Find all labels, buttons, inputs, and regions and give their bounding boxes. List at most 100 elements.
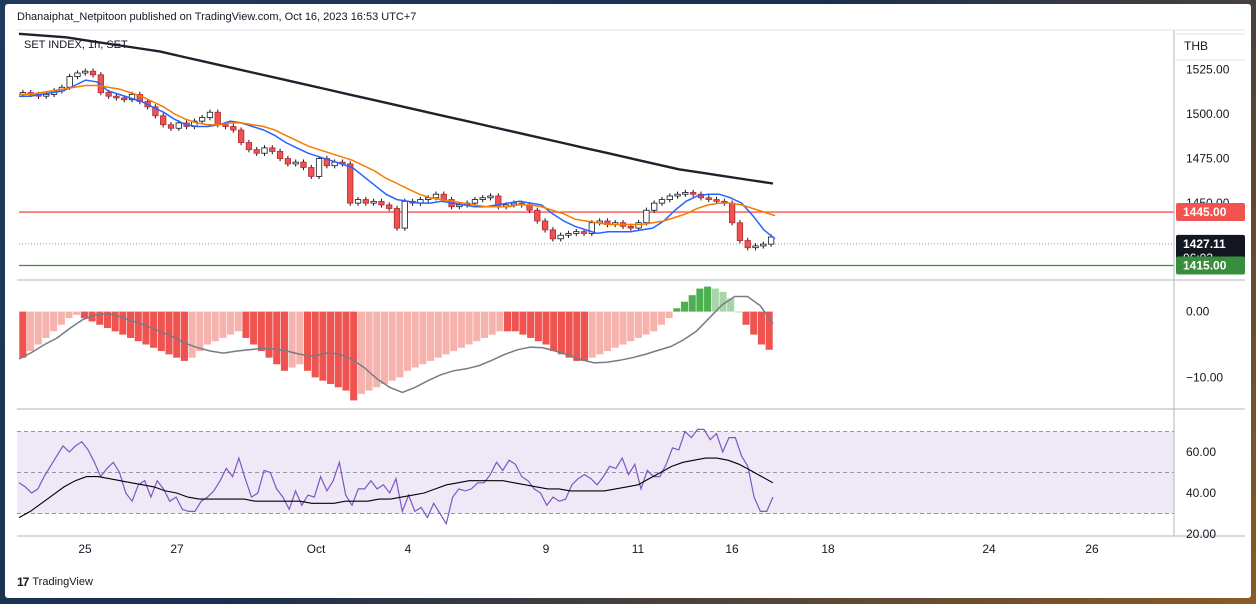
candlestick-series: [19, 68, 775, 251]
macd-histogram-bar: [273, 311, 281, 365]
price-pane[interactable]: SET INDEX, 1h, SET: [17, 30, 1174, 279]
macd-axis[interactable]: 0.00 −10.00: [1186, 305, 1223, 385]
macd-histogram-bar: [119, 311, 127, 335]
rsi-axis[interactable]: 60.00 40.00 20.00: [1186, 445, 1216, 541]
macd-histogram-bar: [504, 311, 512, 332]
candle: [378, 198, 385, 208]
macd-histogram-bar: [527, 311, 535, 338]
macd-histogram-bar: [519, 311, 527, 335]
time-axis[interactable]: 25 27 Oct 4 9 11 16 18 24 26: [78, 542, 1099, 556]
candle: [354, 196, 362, 206]
macd-histogram-bar: [711, 288, 719, 312]
candle: [253, 146, 260, 156]
candle: [82, 68, 89, 76]
macd-histogram-bar: [296, 311, 304, 365]
moving-averages: [18, 32, 776, 240]
moving-average-line-1: [19, 84, 776, 226]
macd-histogram-bar: [442, 311, 450, 355]
macd-histogram-bar: [588, 311, 596, 358]
macd-histogram-bar: [165, 311, 173, 355]
candle: [386, 202, 393, 212]
tradingview-logo-text: TradingView: [32, 576, 93, 588]
macd-histogram-bar: [196, 311, 204, 352]
macd-histogram-bar: [704, 286, 712, 312]
candle: [393, 205, 401, 231]
macd-histogram-bar: [403, 311, 412, 371]
candle: [308, 164, 315, 180]
macd-histogram-bar: [188, 311, 196, 358]
candle: [573, 228, 580, 237]
currency-label: THB: [1184, 39, 1208, 53]
tradingview-logo-icon: 17: [17, 575, 29, 589]
macd-histogram-bar: [111, 311, 119, 332]
time-tick-label: 25: [78, 542, 92, 556]
candle: [487, 193, 494, 201]
candle: [534, 207, 541, 224]
macd-histogram-bar: [373, 311, 381, 388]
svg-text:1427.11: 1427.11: [1183, 237, 1226, 251]
tradingview-logo[interactable]: 17 TradingView: [17, 575, 93, 589]
macd-histogram-bar: [673, 308, 681, 312]
candle: [160, 113, 167, 128]
macd-histogram-bar: [757, 311, 766, 345]
candle: [300, 159, 307, 171]
macd-histogram-bar: [650, 311, 658, 332]
candle: [580, 228, 588, 237]
candle: [199, 114, 206, 124]
candle: [237, 127, 245, 146]
macd-histogram-bar: [242, 311, 250, 338]
macd-histogram-bar: [557, 311, 565, 355]
rsi-tick-label: 60.00: [1186, 445, 1216, 459]
macd-histogram-bar: [534, 311, 542, 342]
macd-histogram-bar: [642, 311, 650, 335]
macd-histogram-bar: [719, 291, 727, 312]
price-tick-label: 1500.00: [1186, 107, 1230, 121]
chart-frame: Dhanaiphat_Netpitoon published on Tradin…: [5, 4, 1251, 598]
macd-histogram-bar: [765, 311, 773, 350]
candle: [284, 155, 292, 167]
candle: [760, 241, 767, 249]
macd-histogram-bar: [427, 311, 435, 361]
candle: [89, 68, 97, 78]
macd-histogram-bar: [319, 311, 327, 381]
candle: [705, 195, 712, 203]
macd-pane[interactable]: [18, 286, 774, 401]
macd-histogram-bar: [211, 311, 219, 342]
macd-histogram-bar: [280, 311, 288, 371]
macd-histogram-bar: [34, 311, 42, 345]
macd-histogram-bar: [57, 311, 65, 325]
macd-histogram-bar: [680, 301, 689, 312]
candle: [541, 218, 549, 233]
price-tick-label: 1475.00: [1186, 152, 1230, 166]
macd-histogram-bar: [496, 311, 504, 332]
candle: [651, 200, 658, 213]
macd-histogram-bar: [604, 311, 612, 352]
rsi-pane[interactable]: [17, 428, 1174, 526]
candle: [643, 207, 650, 226]
time-tick-label: 11: [632, 542, 645, 556]
macd-histogram-bar: [288, 311, 296, 368]
macd-histogram-bar: [742, 311, 750, 325]
macd-histogram-bar: [411, 311, 419, 368]
macd-histogram-bar: [327, 311, 335, 384]
macd-histogram-bar: [688, 295, 696, 312]
macd-histogram-bar: [634, 311, 642, 338]
candle: [269, 145, 276, 155]
macd-histogram-bar: [565, 311, 573, 358]
macd-histogram-bar: [134, 311, 142, 342]
candle: [479, 195, 486, 203]
macd-histogram-bar: [665, 311, 673, 319]
macd-histogram-bar: [357, 311, 365, 394]
macd-histogram-bar: [550, 311, 558, 352]
macd-histogram-bar: [234, 311, 242, 332]
chart-canvas[interactable]: SET INDEX, 1h, SET THB: [5, 4, 1251, 598]
macd-histogram-bar: [619, 311, 627, 345]
macd-histogram-bar: [419, 311, 427, 365]
candle: [167, 122, 175, 131]
macd-histogram-bar: [127, 311, 135, 338]
macd-histogram-bar: [627, 311, 635, 342]
macd-histogram-bar: [303, 311, 312, 371]
time-tick-label: 27: [170, 542, 184, 556]
macd-histogram-bar: [750, 311, 758, 335]
